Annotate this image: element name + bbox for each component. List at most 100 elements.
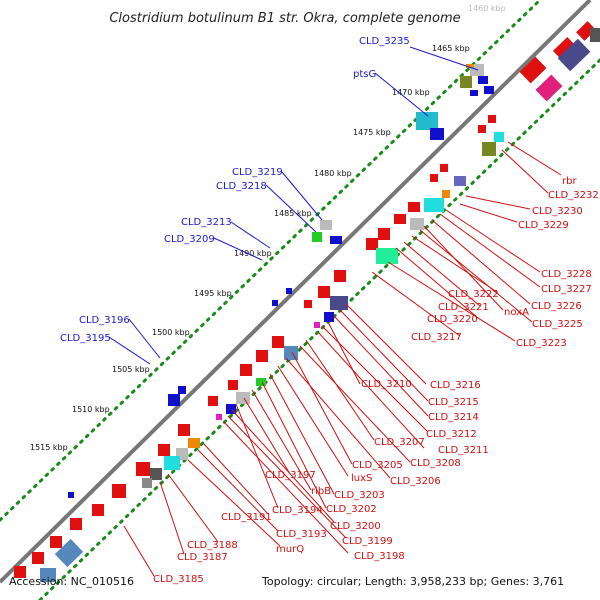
- gene-label: CLD_3230: [532, 206, 583, 217]
- gene-label: CLD_3205: [352, 460, 403, 471]
- gene-block: [334, 270, 346, 282]
- gene-block: [226, 404, 236, 414]
- gene-block: [208, 396, 218, 406]
- gene-label: ribB: [311, 486, 331, 497]
- gene-block: [470, 90, 478, 96]
- gene-label: CLD_3185: [153, 574, 204, 585]
- gene-block: [482, 142, 496, 156]
- gene-block: [70, 518, 82, 530]
- gene-label: CLD_3207: [374, 437, 425, 448]
- gene-block: [442, 190, 450, 198]
- gene-label: CLD_3191: [221, 512, 272, 523]
- gene-block: [478, 76, 488, 84]
- gene-block: [330, 236, 342, 244]
- gene-label: CLD_3232: [548, 190, 599, 201]
- gene-block: [576, 21, 596, 41]
- gene-label: CLD_3213: [181, 217, 232, 228]
- gene-block: [236, 392, 250, 404]
- gene-block: [142, 478, 152, 488]
- gene-block: [552, 37, 578, 61]
- gene-label: luxS: [351, 473, 372, 484]
- gene-label: CLD_3187: [177, 552, 228, 563]
- gene-block: [216, 414, 222, 420]
- gene-block: [304, 300, 312, 308]
- gene-block: [320, 220, 332, 230]
- gene-block: [228, 380, 238, 390]
- gene-block: [454, 176, 466, 186]
- gene-label: CLD_3223: [516, 338, 567, 349]
- kbp-label: 1460 kbp: [468, 4, 506, 13]
- gene-label: CLD_3211: [438, 445, 489, 456]
- gene-block: [284, 346, 298, 360]
- gene-label: noxA: [504, 307, 529, 318]
- gene-label: CLD_3200: [330, 521, 381, 532]
- gene-block: [494, 132, 504, 142]
- gene-block: [50, 536, 62, 548]
- gene-label: CLD_3227: [541, 284, 592, 295]
- gene-block: [164, 456, 180, 470]
- gene-block: [557, 38, 591, 72]
- accession-label: Accession: NC_010516: [9, 575, 134, 588]
- gene-block: [430, 174, 438, 182]
- gene-block: [136, 462, 150, 476]
- gene-block: [240, 364, 252, 376]
- gene-label: CLD_3210: [361, 379, 412, 390]
- gene-block: [54, 538, 84, 568]
- gene-label: CLD_3218: [216, 181, 267, 192]
- gene-block: [188, 438, 200, 448]
- gene-block: [378, 228, 390, 240]
- gene-block: [330, 296, 348, 310]
- gene-block: [40, 568, 56, 582]
- gene-block: [92, 504, 104, 516]
- gene-label: CLD_3202: [326, 504, 377, 515]
- kbp-label: 1480 kbp: [314, 169, 352, 178]
- plus-strand-genes: [14, 21, 596, 578]
- gene-block: [424, 198, 444, 212]
- gene-label: CLD_3220: [427, 314, 478, 325]
- gene-label: CLD_3196: [79, 315, 130, 326]
- gene-label: CLD_3197: [265, 470, 316, 481]
- gene-label: CLD_3216: [430, 380, 481, 391]
- gene-label: murQ: [276, 544, 304, 555]
- gene-block: [519, 56, 547, 84]
- gene-label: CLD_3194: [272, 505, 323, 516]
- kbp-label: 1485 kbp: [274, 209, 312, 218]
- gene-block: [394, 214, 406, 224]
- red-leaders: [123, 141, 562, 577]
- gene-block: [488, 115, 496, 123]
- gene-label: CLD_3235: [359, 36, 410, 47]
- gene-label: ptsG: [353, 69, 376, 80]
- gene-label: CLD_3209: [164, 234, 215, 245]
- gene-label: CLD_3225: [532, 319, 583, 330]
- gene-block: [410, 218, 424, 230]
- gene-block: [366, 238, 378, 250]
- gene-label: CLD_3188: [187, 540, 238, 551]
- gene-block: [312, 232, 322, 242]
- gene-label: CLD_3208: [410, 458, 461, 469]
- gene-label: CLD_3219: [232, 167, 283, 178]
- gene-label: CLD_3217: [411, 332, 462, 343]
- gene-label: CLD_3199: [342, 536, 393, 547]
- gene-label: CLD_3193: [276, 529, 327, 540]
- gene-block: [272, 300, 278, 306]
- gene-block: [460, 76, 472, 88]
- blue-leaders: [108, 46, 479, 365]
- gene-label: CLD_3195: [60, 333, 111, 344]
- gene-label: CLD_3206: [390, 476, 441, 487]
- topology-summary: Topology: circular; Length: 3,958,233 bp…: [261, 575, 564, 588]
- gene-label: CLD_3228: [541, 269, 592, 280]
- kbp-label: 1500 kbp: [152, 328, 190, 337]
- gene-block: [272, 336, 284, 348]
- gene-label: CLD_3203: [334, 490, 385, 501]
- minus-strand-genes: [68, 76, 494, 498]
- gene-block: [408, 202, 420, 212]
- gene-label: CLD_3226: [531, 301, 582, 312]
- gene-block: [478, 125, 486, 133]
- gene-label: CLD_3215: [428, 397, 479, 408]
- gene-block: [178, 424, 190, 436]
- genome-backbone: [0, 0, 592, 584]
- gene-block: [376, 248, 398, 264]
- gene-block: [158, 444, 170, 456]
